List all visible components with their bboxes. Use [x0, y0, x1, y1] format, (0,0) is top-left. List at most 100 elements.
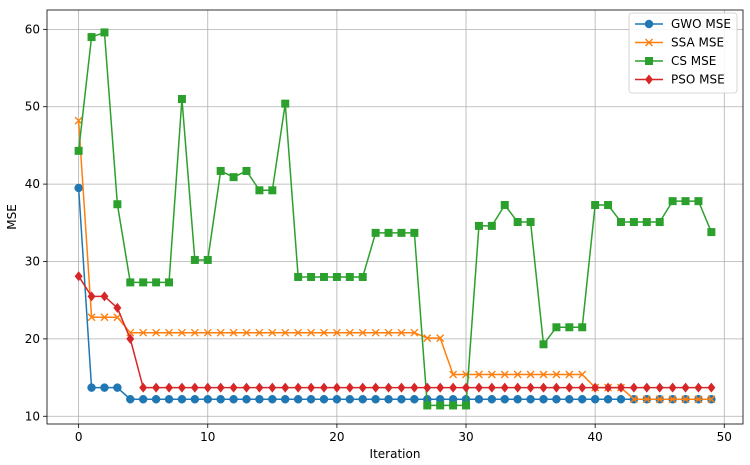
data-point-pso-mse	[126, 333, 135, 344]
data-point-cs-mse	[100, 28, 109, 37]
data-point-cs-mse	[681, 197, 690, 206]
data-point-cs-mse	[397, 228, 406, 237]
data-point-pso-mse	[255, 382, 264, 393]
data-point-cs-mse	[629, 218, 638, 227]
data-point-ssa-mse	[87, 313, 96, 322]
data-point-ssa-mse	[216, 328, 225, 337]
data-point-cs-mse	[294, 272, 303, 281]
data-point-pso-mse	[332, 382, 341, 393]
data-point-pso-mse	[487, 382, 496, 393]
data-point-cs-mse	[604, 201, 613, 210]
data-point-gwo-mse	[87, 383, 96, 392]
data-point-gwo-mse	[229, 394, 238, 404]
data-point-gwo-mse	[113, 383, 122, 392]
data-point-cs-mse	[436, 401, 445, 410]
data-point-cs-mse	[371, 228, 380, 237]
data-point-pso-mse	[474, 382, 483, 393]
legend-marker	[645, 38, 653, 47]
data-point-cs-mse	[139, 278, 148, 287]
data-point-ssa-mse	[203, 328, 212, 337]
data-point-cs-mse	[462, 401, 471, 410]
x-axis-label: Iteration	[370, 447, 421, 461]
data-point-cs-mse	[423, 401, 432, 410]
data-point-ssa-mse	[500, 370, 509, 379]
data-point-ssa-mse	[474, 370, 483, 379]
data-point-ssa-mse	[410, 328, 419, 337]
series-cs-mse	[74, 28, 716, 410]
data-point-pso-mse	[591, 382, 600, 393]
data-point-gwo-mse	[138, 394, 148, 404]
legend-label: SSA MSE	[671, 36, 724, 50]
data-point-pso-mse	[578, 382, 587, 393]
data-point-gwo-mse	[539, 394, 548, 404]
data-point-pso-mse	[268, 382, 277, 393]
legend-marker	[644, 19, 654, 29]
plot-frame	[46, 9, 744, 425]
x-tick-label: 30	[458, 430, 473, 444]
data-point-ssa-mse	[668, 395, 677, 404]
data-point-gwo-mse	[565, 394, 574, 404]
data-point-gwo-mse	[126, 394, 135, 404]
data-point-cs-mse	[268, 186, 277, 195]
data-point-gwo-mse	[410, 394, 419, 404]
legend-entry-pso-mse: PSO MSE	[635, 73, 725, 87]
data-point-cs-mse	[552, 323, 561, 332]
legend-label: CS MSE	[671, 54, 716, 68]
data-point-ssa-mse	[436, 334, 445, 343]
x-tick-label: 0	[75, 430, 83, 444]
data-point-gwo-mse	[474, 394, 484, 404]
data-point-ssa-mse	[255, 328, 264, 337]
data-point-pso-mse	[87, 291, 96, 302]
data-point-ssa-mse	[307, 328, 316, 337]
data-point-ssa-mse	[152, 328, 161, 337]
data-point-pso-mse	[229, 382, 238, 393]
data-point-gwo-mse	[306, 394, 316, 404]
data-point-pso-mse	[423, 382, 432, 393]
data-point-cs-mse	[616, 218, 625, 227]
data-point-ssa-mse	[74, 116, 83, 125]
data-point-cs-mse	[126, 278, 135, 287]
data-point-ssa-mse	[268, 328, 277, 337]
data-point-gwo-mse	[74, 183, 83, 193]
data-point-ssa-mse	[629, 395, 638, 404]
data-point-gwo-mse	[190, 394, 200, 404]
y-tick-label: 20	[25, 332, 40, 346]
data-point-cs-mse	[242, 166, 251, 175]
series-pso-mse	[74, 271, 716, 393]
data-point-pso-mse	[203, 382, 212, 393]
y-tick-label: 50	[25, 100, 40, 114]
legend: GWO MSE SSA MSE CS MSE PSO MSE	[628, 12, 738, 94]
data-point-pso-mse	[371, 382, 380, 393]
data-point-pso-mse	[436, 382, 445, 393]
data-point-ssa-mse	[526, 370, 535, 379]
data-point-cs-mse	[190, 255, 199, 264]
data-point-cs-mse	[345, 272, 354, 281]
data-point-ssa-mse	[513, 370, 522, 379]
data-point-pso-mse	[294, 382, 303, 393]
data-point-pso-mse	[397, 382, 406, 393]
data-point-ssa-mse	[100, 313, 109, 322]
data-point-cs-mse	[565, 323, 574, 332]
data-point-cs-mse	[307, 272, 316, 281]
data-point-gwo-mse	[268, 394, 277, 404]
data-point-gwo-mse	[164, 394, 174, 404]
data-point-ssa-mse	[371, 328, 380, 337]
data-point-gwo-mse	[513, 394, 522, 404]
data-point-pso-mse	[681, 382, 690, 393]
data-point-gwo-mse	[603, 394, 613, 404]
data-point-pso-mse	[552, 382, 561, 393]
data-point-cs-mse	[668, 197, 677, 206]
data-point-ssa-mse	[681, 395, 690, 404]
data-point-cs-mse	[513, 218, 522, 227]
data-point-ssa-mse	[487, 370, 496, 379]
data-point-cs-mse	[500, 201, 509, 210]
data-point-pso-mse	[177, 382, 186, 393]
data-point-pso-mse	[384, 382, 393, 393]
grid	[47, 10, 743, 424]
data-point-cs-mse	[642, 218, 651, 227]
data-point-cs-mse	[384, 228, 393, 237]
data-point-pso-mse	[216, 382, 225, 393]
data-point-gwo-mse	[332, 394, 342, 404]
legend-entry-ssa-mse: SSA MSE	[635, 36, 724, 50]
